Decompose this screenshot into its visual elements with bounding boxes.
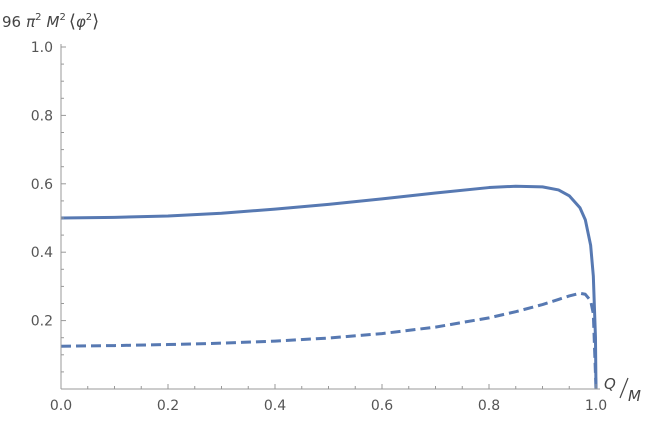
x-tick-label: 0.4 [264,398,286,414]
x-tick-label: 1.0 [585,398,607,414]
x-tick-label: 0.8 [478,398,500,414]
x-axis-title-slash [619,377,629,399]
x-axis-title-numerator: Q [604,375,616,393]
solid-series-line [60,184,598,390]
series-layer [60,184,598,390]
y-axis-title-coef: 96 [2,13,21,31]
x-axis-title-denominator: M [628,387,641,405]
y-axis-title-phi-exp: 2 [86,12,92,23]
y-axis-title-pi-exp: 2 [35,12,41,23]
dashed-series-line [60,291,598,390]
y-axis-title: 96 π2 M2 ⟨φ2⟩ [2,11,99,32]
axes-layer [60,44,600,390]
y-axis-title-m: M [47,13,60,31]
y-axis-title-m-exp: 2 [59,12,65,23]
y-axis-title-phi: φ [76,13,86,31]
y-axis-title-rangle: ⟩ [92,11,99,32]
y-tick-label: 0.8 [31,108,53,124]
y-tick-label: 0.4 [31,245,53,261]
x-tick-label: 0.0 [50,398,72,414]
y-axis-title-pi: π [26,13,36,31]
y-axis-title-langle: ⟨ [69,11,76,32]
y-tick-label: 0.2 [31,314,53,330]
x-tick-label: 0.6 [371,398,393,414]
y-tick-label: 0.6 [31,177,53,193]
ticks-layer: 0.0 0.2 0.4 0.6 0.8 1.0 0.2 0.4 0.6 0.8 1.0 [31,40,607,414]
y-tick-label: 1.0 [31,40,53,56]
x-tick-label: 0.2 [157,398,179,414]
